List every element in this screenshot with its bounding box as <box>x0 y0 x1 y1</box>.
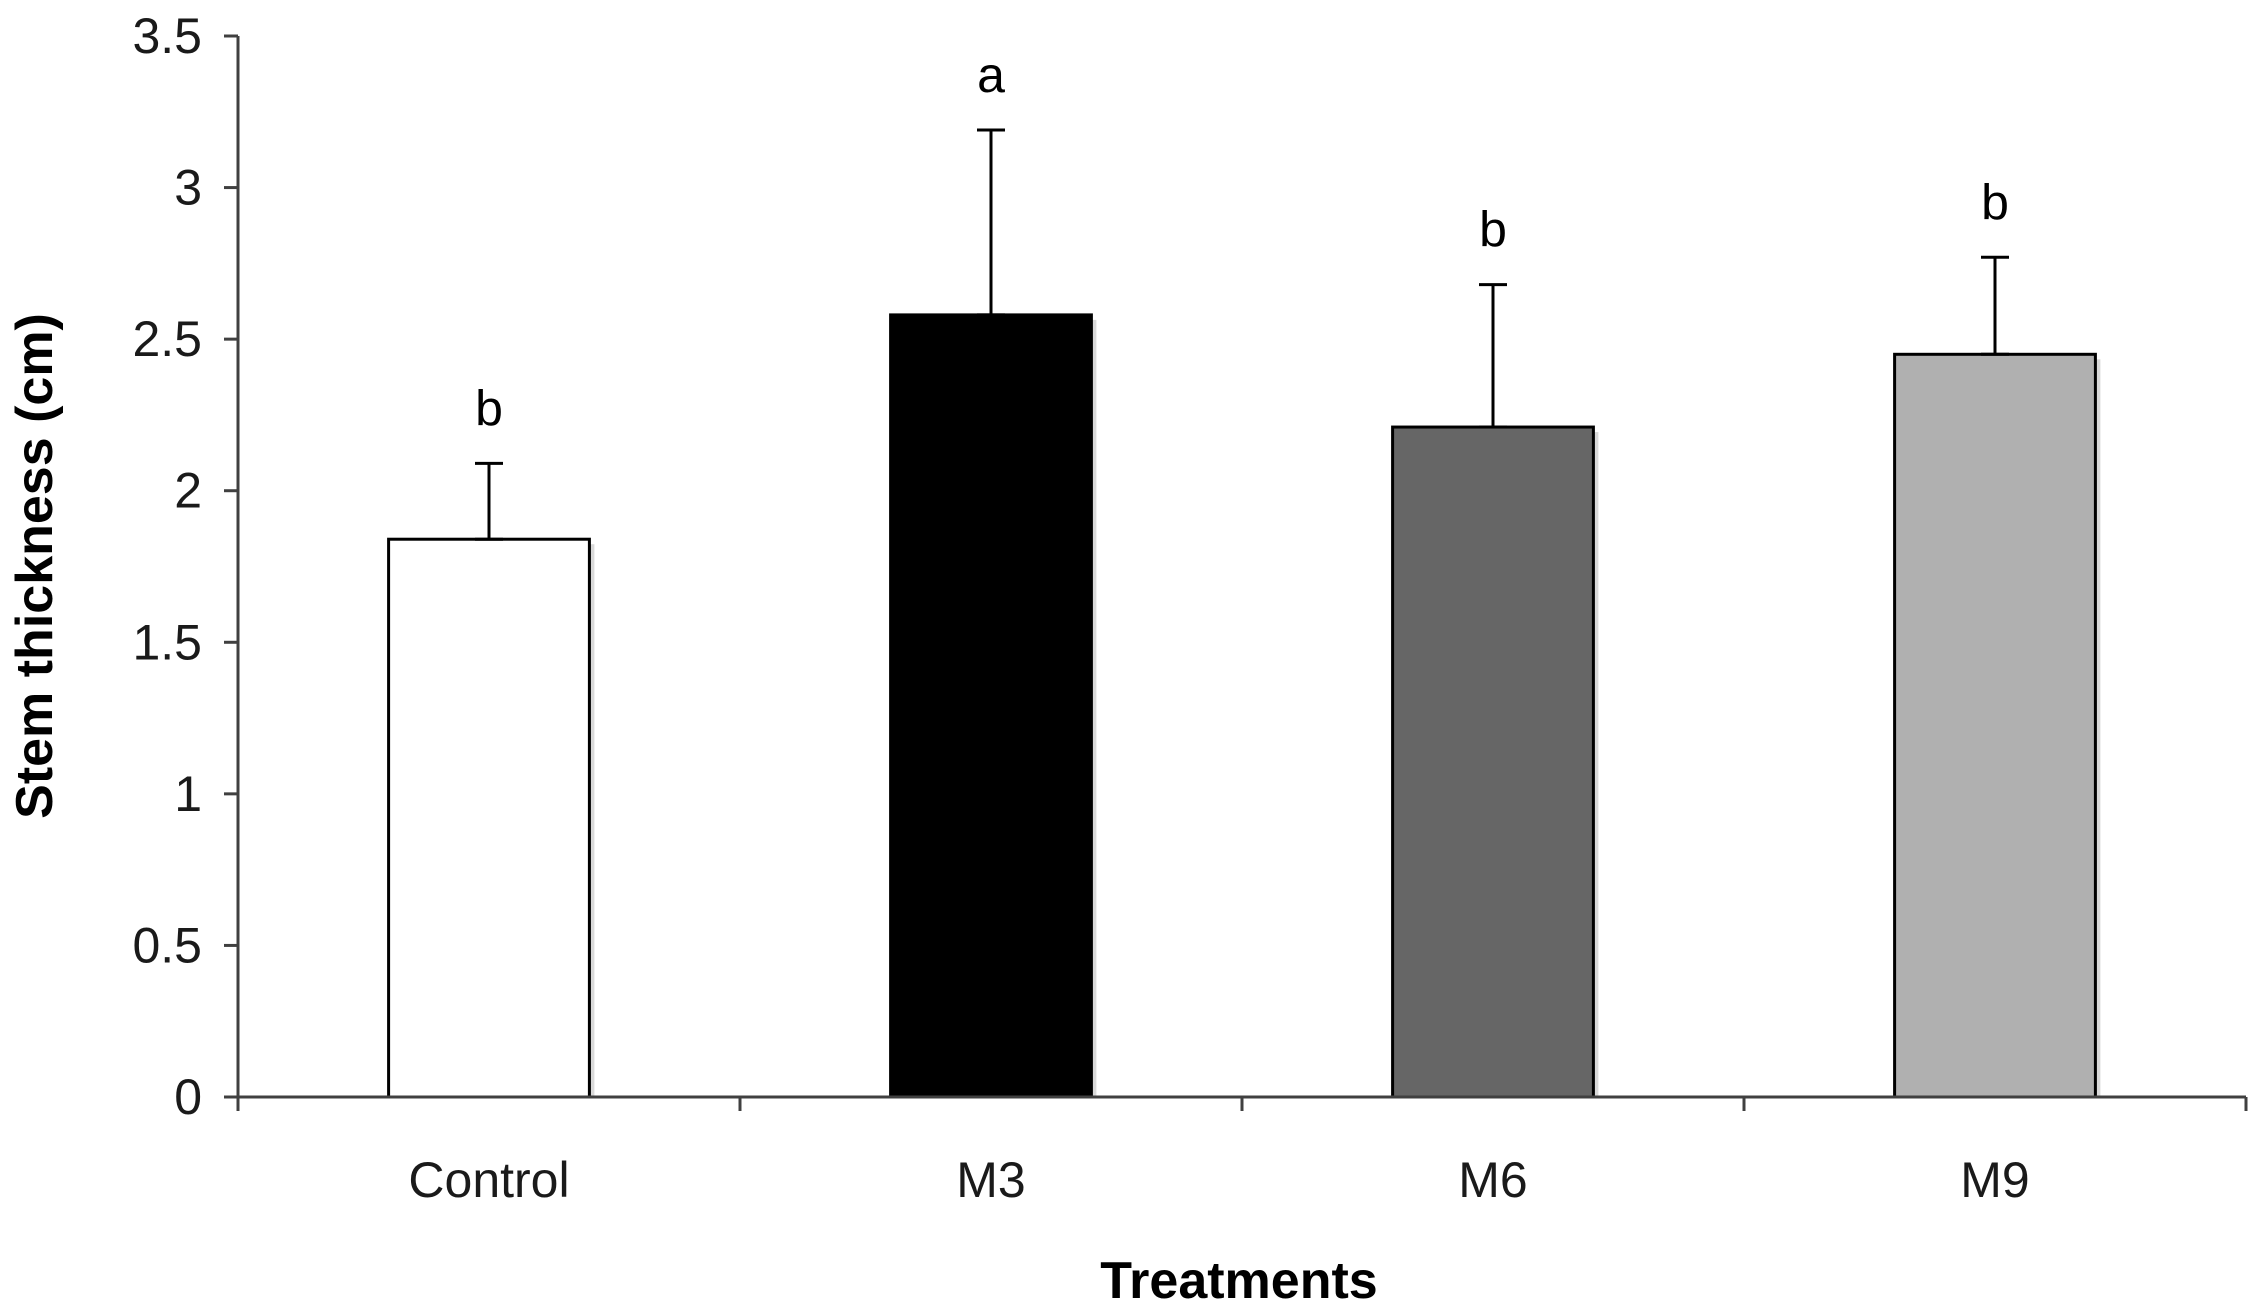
error-bar <box>977 128 1005 317</box>
error-bar <box>1479 283 1507 429</box>
y-tick-label: 2.5 <box>132 311 202 367</box>
significance-label: b <box>1981 174 2009 230</box>
bars-layer <box>387 313 2101 1099</box>
y-tick-label: 0.5 <box>132 917 202 973</box>
significance-label: a <box>977 47 1005 103</box>
y-tick-label: 3 <box>174 160 202 216</box>
x-tick-label: M6 <box>1458 1152 1527 1208</box>
significance-labels-layer: b a b b <box>475 47 2009 436</box>
bar-m9 <box>1893 352 2097 1099</box>
error-bar <box>1981 255 2009 356</box>
y-ticks-layer: 0 0.5 1 1.5 2 2.5 3 3.5 <box>132 8 238 1125</box>
bar-control <box>387 537 591 1099</box>
y-tick-label: 2 <box>174 463 202 519</box>
y-tick-label: 1.5 <box>132 614 202 670</box>
x-ticks-layer: Control M3 M6 M9 <box>236 1097 2248 1208</box>
y-tick-label: 0 <box>174 1069 202 1125</box>
x-tick-label: Control <box>408 1152 569 1208</box>
y-tick-label: 3.5 <box>132 8 202 64</box>
x-tick-label: M9 <box>1960 1152 2029 1208</box>
x-axis-title: Treatments <box>1100 1252 1377 1310</box>
bar-m6 <box>1391 425 1595 1099</box>
significance-label: b <box>1479 202 1507 258</box>
significance-label: b <box>475 380 503 436</box>
error-bar <box>475 461 503 541</box>
error-bars-layer <box>475 128 2009 541</box>
y-tick-label: 1 <box>174 766 202 822</box>
y-axis-title: Stem thickness (cm) <box>6 313 64 819</box>
x-tick-label: M3 <box>956 1152 1025 1208</box>
bar-m3 <box>889 313 1093 1099</box>
